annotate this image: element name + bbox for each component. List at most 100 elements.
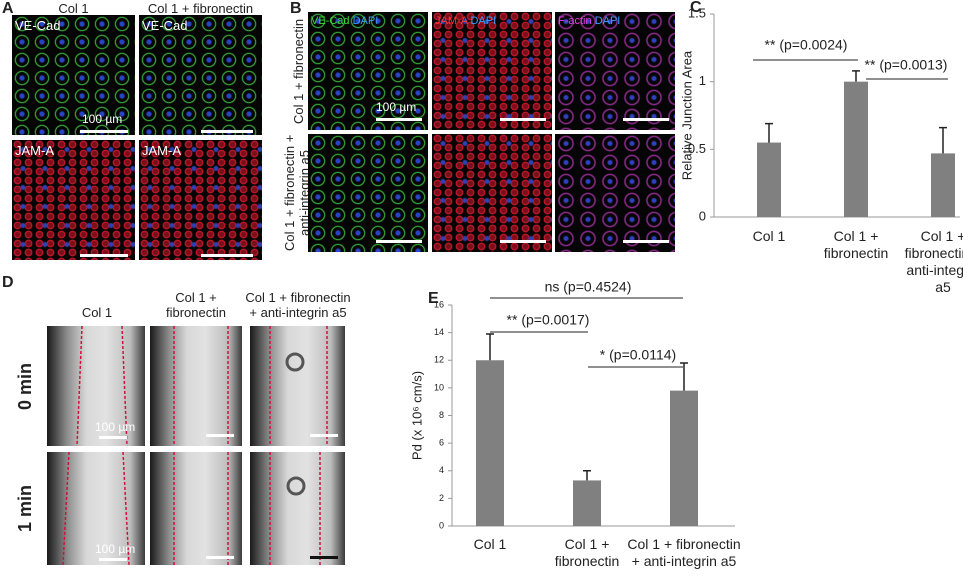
column-header: Col 1 (58, 1, 89, 16)
y-tick-label: 0 (699, 208, 706, 223)
annotation: * (p=0.0114) (600, 347, 676, 363)
annotation: ** (p=0.0013) (865, 57, 948, 73)
scale-bar (80, 130, 128, 133)
column-header: Col 1 + fibronectin (147, 1, 254, 16)
micrograph: VE-Cad DAPI 100 µm (308, 12, 428, 130)
micrograph (250, 452, 345, 565)
y-tick-label: 1 (699, 73, 706, 88)
scale-bar (310, 556, 338, 559)
y-tick-label: 4 (439, 465, 444, 475)
bar (844, 81, 868, 218)
annotation: ** (p=0.0017) (507, 312, 590, 328)
error-bar (583, 470, 591, 481)
micrograph: F-actin DAPI (555, 12, 675, 130)
y-tick-label: 14 (434, 327, 444, 337)
scale-label: 100 µm (95, 420, 136, 434)
scale-bar (623, 240, 669, 243)
micrograph (150, 326, 242, 446)
bar (931, 153, 955, 217)
bar (573, 480, 601, 526)
scale-bar (376, 118, 422, 121)
micrograph: JAM-A DAPI (432, 12, 552, 130)
channel-edges (173, 326, 229, 446)
image-label: VE-Cad (142, 18, 188, 33)
x-tick-label: Col 1 (473, 536, 507, 552)
error-bar (765, 122, 773, 143)
y-axis-label: Relative Junction Area (679, 50, 694, 180)
y-tick-label: 2 (439, 493, 444, 503)
stain-header: VE-Cad DAPI (311, 15, 378, 27)
counterstain-name: DAPI (352, 15, 379, 27)
scale-bar (310, 434, 338, 437)
bar (670, 390, 698, 526)
micrograph: VE-Cad (139, 15, 262, 135)
scale-bar (201, 130, 253, 133)
image-label: JAM-A (15, 143, 54, 158)
micrograph (150, 452, 242, 565)
error-bar (680, 362, 688, 391)
scale-bar (206, 434, 234, 437)
micrograph (250, 326, 345, 446)
scale-label: 100 µm (95, 542, 136, 556)
scale-bar (80, 254, 128, 257)
counterstain-name: DAPI (594, 15, 621, 27)
channel-edges (269, 326, 328, 446)
micrograph (432, 134, 552, 252)
stain-header: JAM-A DAPI (435, 15, 496, 27)
micrograph: JAM-A (139, 140, 262, 260)
scale-bar (201, 254, 253, 257)
x-tick-label: Col 1 + fibronectin (554, 536, 620, 569)
y-tick-label: 1.5 (688, 5, 706, 20)
channel-edges (76, 326, 128, 446)
x-tick-label: Col 1 + fibronectin + anti-integrin a5 (627, 536, 741, 569)
stain-name: F-actin (558, 15, 592, 27)
bar (757, 142, 781, 217)
annotation: ns (p=0.4524) (545, 279, 632, 295)
scale-bar (99, 436, 127, 439)
scale-bar (99, 558, 127, 561)
row-label: 1 min (15, 485, 35, 533)
micrograph (555, 134, 675, 252)
scale-bar (623, 118, 669, 121)
micrograph: JAM-A (12, 140, 135, 260)
column-header: Col 1 (81, 305, 113, 320)
micrograph: VE-Cad 100 µm (12, 15, 135, 135)
error-bar (852, 70, 860, 82)
stain-header: F-actin DAPI (558, 15, 620, 27)
stain-name: VE-Cad (311, 15, 350, 27)
column-header: Col 1 + fibronectin + anti-integrin a5 (245, 290, 351, 320)
column-header: Col 1 + fibronectin (166, 290, 226, 320)
x-tick-label: Col 1 (752, 228, 786, 244)
channel-edges (173, 452, 229, 565)
panel-label: B (290, 0, 302, 17)
panel-label: A (2, 0, 14, 17)
y-tick-label: 10 (434, 382, 444, 392)
image-label: VE-Cad (15, 18, 61, 33)
y-axis-label: Pd (x 10⁶ cm/s) (409, 371, 424, 460)
scale-bar (206, 556, 234, 559)
y-tick-label: 0 (439, 520, 444, 530)
y-tick-label: 16 (434, 299, 444, 309)
row-label: 0 min (15, 362, 35, 410)
x-tick-label: Col 1 + fibronectin + anti-integrin a5 (904, 228, 963, 295)
micrograph (308, 134, 428, 252)
panel-label: C (690, 0, 702, 16)
error-bar (486, 333, 494, 361)
panel-label: D (2, 274, 14, 291)
error-bar (939, 126, 947, 154)
panel-label: E (428, 290, 439, 307)
micrograph: 100 µm (47, 326, 145, 446)
y-tick-label: 8 (439, 410, 444, 420)
annotation: ** (p=0.0024) (765, 37, 848, 53)
y-tick-label: 0.5 (688, 141, 706, 156)
scale-bar (376, 240, 422, 243)
channel-edges (62, 452, 130, 565)
scale-bar (500, 240, 546, 243)
bar (476, 360, 504, 526)
image-label: JAM-A (142, 143, 181, 158)
x-tick-label: Col 1 + fibronectin (823, 228, 889, 261)
micrograph: 100 µm (47, 452, 145, 565)
row-label: Col 1 + fibronectin (291, 18, 306, 124)
scale-label: 100 µm (82, 112, 123, 126)
